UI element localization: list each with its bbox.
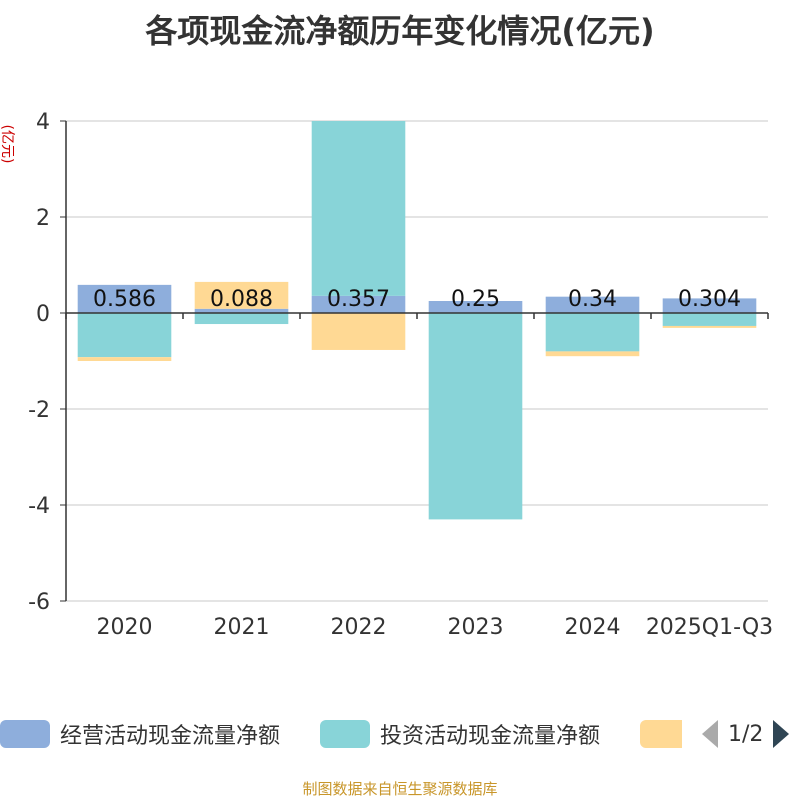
- legend-next-icon[interactable]: [773, 720, 790, 748]
- bar-operating: [77, 284, 172, 313]
- legend-page-indicator: 1/2: [728, 721, 764, 747]
- legend-swatch-operating: [0, 720, 50, 748]
- bar-investing: [545, 313, 640, 352]
- legend: 经营活动现金流量净额 投资活动现金流量净额 1/2: [0, 716, 800, 752]
- legend-swatch-financing: [640, 720, 682, 748]
- bar-investing: [194, 313, 289, 325]
- bar-investing: [77, 313, 172, 358]
- bar-financing: [545, 351, 640, 357]
- bar-investing: [311, 121, 406, 296]
- y-tick-label: 4: [36, 110, 50, 135]
- legend-item-operating[interactable]: 经营活动现金流量净额: [0, 716, 280, 752]
- bar-financing: [194, 281, 289, 309]
- bar-investing: [662, 313, 757, 326]
- y-tick-label: -6: [28, 590, 50, 615]
- x-category-label: 2025Q1-Q3: [646, 615, 773, 640]
- bar-financing: [311, 313, 406, 350]
- bar-data-label: 0.304: [678, 287, 741, 312]
- x-category-label: 2023: [448, 615, 504, 640]
- bar-financing: [662, 325, 757, 328]
- bar-operating: [428, 301, 523, 313]
- bar-investing: [428, 313, 523, 520]
- bar-data-label: 0.357: [327, 287, 390, 312]
- bar-data-label: 0.586: [93, 287, 156, 312]
- x-category-label: 2022: [331, 615, 387, 640]
- legend-item-investing[interactable]: 投资活动现金流量净额: [320, 716, 600, 752]
- data-source-footer: 制图数据来自恒生聚源数据库: [302, 780, 498, 798]
- legend-item-financing[interactable]: [640, 716, 682, 752]
- bar-financing: [77, 357, 172, 361]
- x-category-label: 2020: [97, 615, 153, 640]
- bar-operating: [545, 296, 640, 313]
- y-tick-label: 2: [36, 206, 50, 231]
- legend-label-investing: 投资活动现金流量净额: [380, 724, 601, 749]
- bar-operating: [311, 295, 406, 313]
- bar-data-label: 0.34: [568, 287, 617, 312]
- x-category-label: 2021: [214, 615, 270, 640]
- y-tick-label: -4: [28, 494, 50, 519]
- bar-operating: [194, 308, 289, 313]
- bar-data-label: 0.25: [451, 287, 500, 312]
- legend-swatch-investing: [320, 720, 370, 748]
- bar-data-label: 0.088: [210, 287, 273, 312]
- legend-pager: 1/2: [702, 716, 790, 752]
- chart-canvas: -6 -4 -2 0 2 4 2020 2021 2022 2023 2024 2025Q1-Q3 0.…: [28, 110, 773, 640]
- legend-label-operating: 经营活动现金流量净额: [60, 724, 281, 749]
- x-category-label: 2024: [565, 615, 621, 640]
- chart-title: 各项现金流净额历年变化情况(亿元): [145, 12, 655, 50]
- legend-prev-icon[interactable]: [702, 720, 718, 748]
- y-tick-label: 0: [36, 302, 50, 327]
- y-tick-label: -2: [28, 398, 50, 423]
- bar-operating: [662, 298, 757, 313]
